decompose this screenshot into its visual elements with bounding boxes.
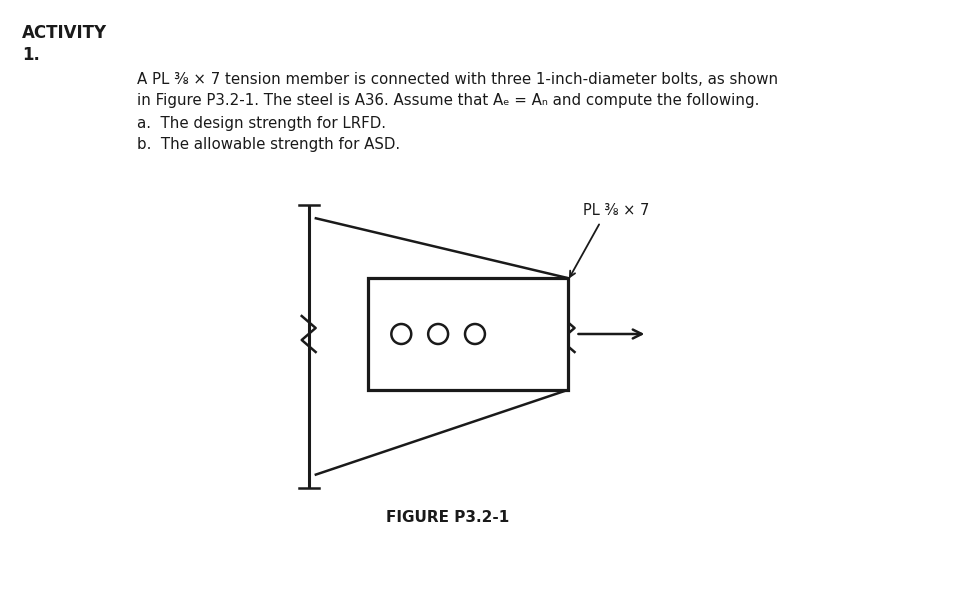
Text: FIGURE P3.2-1: FIGURE P3.2-1 [387, 510, 510, 525]
Text: ACTIVITY: ACTIVITY [22, 24, 107, 42]
Circle shape [428, 324, 448, 344]
Circle shape [392, 324, 411, 344]
Text: 1.: 1. [22, 46, 39, 64]
Text: PL ⅜ × 7: PL ⅜ × 7 [583, 203, 649, 218]
Text: A PL ⅜ × 7 tension member is connected with three 1-inch-diameter bolts, as show: A PL ⅜ × 7 tension member is connected w… [137, 72, 779, 87]
Text: b.  The allowable strength for ASD.: b. The allowable strength for ASD. [137, 137, 400, 152]
Text: a.  The design strength for LRFD.: a. The design strength for LRFD. [137, 116, 387, 131]
Text: in Figure P3.2-1. The steel is A36. Assume that Aₑ = Aₙ and compute the followin: in Figure P3.2-1. The steel is A36. Assu… [137, 93, 759, 108]
Circle shape [465, 324, 485, 344]
Bar [369, 278, 567, 390]
